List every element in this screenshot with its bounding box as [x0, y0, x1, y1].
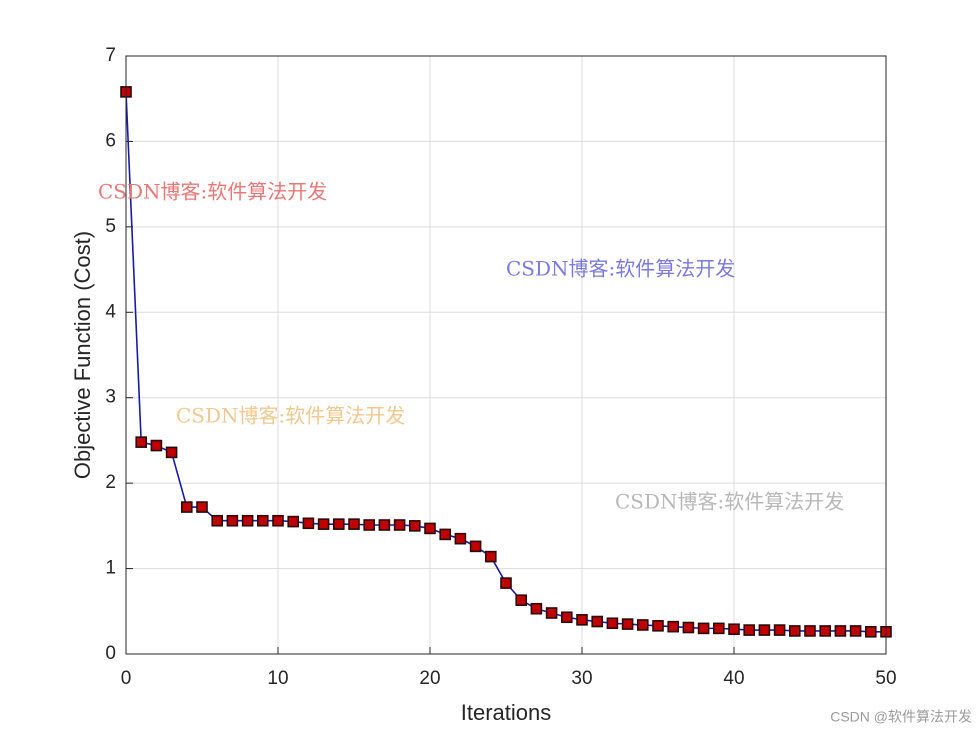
marker: [743, 624, 756, 636]
marker: [241, 514, 254, 527]
marker: [332, 518, 345, 530]
marker: [135, 436, 147, 448]
marker: [804, 625, 816, 637]
axes-box: [125, 55, 887, 655]
marker: [211, 514, 223, 527]
y-axis-label: Objective Function (Cost): [70, 231, 95, 479]
marker: [302, 517, 315, 530]
y-tick-label: 0: [105, 643, 116, 664]
marker: [469, 540, 482, 553]
marker: [150, 439, 163, 452]
marker: [621, 618, 634, 630]
marker: [682, 621, 695, 634]
plot: [120, 86, 892, 638]
marker: [363, 519, 376, 531]
y-tick-label: 2: [105, 472, 116, 493]
x-tick-label: 30: [571, 668, 592, 689]
marker: [454, 532, 467, 545]
marker: [773, 624, 786, 636]
marker: [196, 501, 208, 513]
x-axis-label: Iterations: [461, 700, 552, 725]
watermark: CSDN博客:软件算法开发: [98, 180, 327, 204]
marker: [560, 611, 573, 624]
watermark: CSDN博客:软件算法开发: [615, 490, 844, 514]
marker: [226, 514, 239, 527]
marker: [272, 514, 284, 527]
marker: [636, 619, 649, 631]
marker: [378, 519, 391, 531]
marker: [317, 518, 330, 530]
marker: [348, 518, 360, 530]
marker: [758, 624, 771, 636]
marker: [439, 528, 452, 541]
watermark: CSDN博客:软件算法开发: [506, 257, 735, 281]
marker: [576, 614, 588, 626]
x-tick-label: 10: [267, 668, 288, 689]
marker: [256, 514, 269, 527]
marker: [484, 550, 497, 563]
marker: [864, 625, 877, 638]
marker: [788, 625, 801, 637]
x-tick-label: 20: [419, 668, 440, 689]
marker: [545, 607, 558, 619]
marker: [165, 446, 178, 459]
marker: [728, 623, 740, 636]
x-tick-label: 40: [723, 668, 744, 689]
y-tick-label: 4: [105, 301, 116, 322]
y-tick-label: 3: [105, 387, 116, 408]
marker: [834, 625, 847, 637]
marker: [849, 625, 862, 637]
marker: [819, 625, 832, 637]
y-tick-label: 5: [105, 216, 116, 237]
x-tick-label: 0: [121, 668, 132, 689]
y-tick-label: 6: [105, 130, 116, 151]
y-tick-label: 7: [105, 45, 116, 66]
marker: [408, 520, 421, 532]
x-tick-label: 50: [875, 668, 896, 689]
marker: [500, 577, 512, 589]
marker: [530, 602, 543, 615]
footer: CSDN @软件算法开发: [830, 709, 972, 725]
marker: [515, 594, 528, 606]
marker: [697, 622, 710, 635]
marker: [181, 501, 193, 513]
watermark: CSDN博客:软件算法开发: [176, 404, 405, 428]
marker: [393, 519, 406, 531]
y-tick-label: 1: [105, 558, 116, 579]
marker: [667, 620, 680, 633]
marker: [712, 622, 725, 635]
marker: [424, 522, 436, 535]
marker: [591, 615, 604, 628]
plot-area: [126, 56, 886, 654]
marker: [606, 617, 619, 630]
marker: [287, 515, 300, 528]
marker: [652, 620, 664, 632]
